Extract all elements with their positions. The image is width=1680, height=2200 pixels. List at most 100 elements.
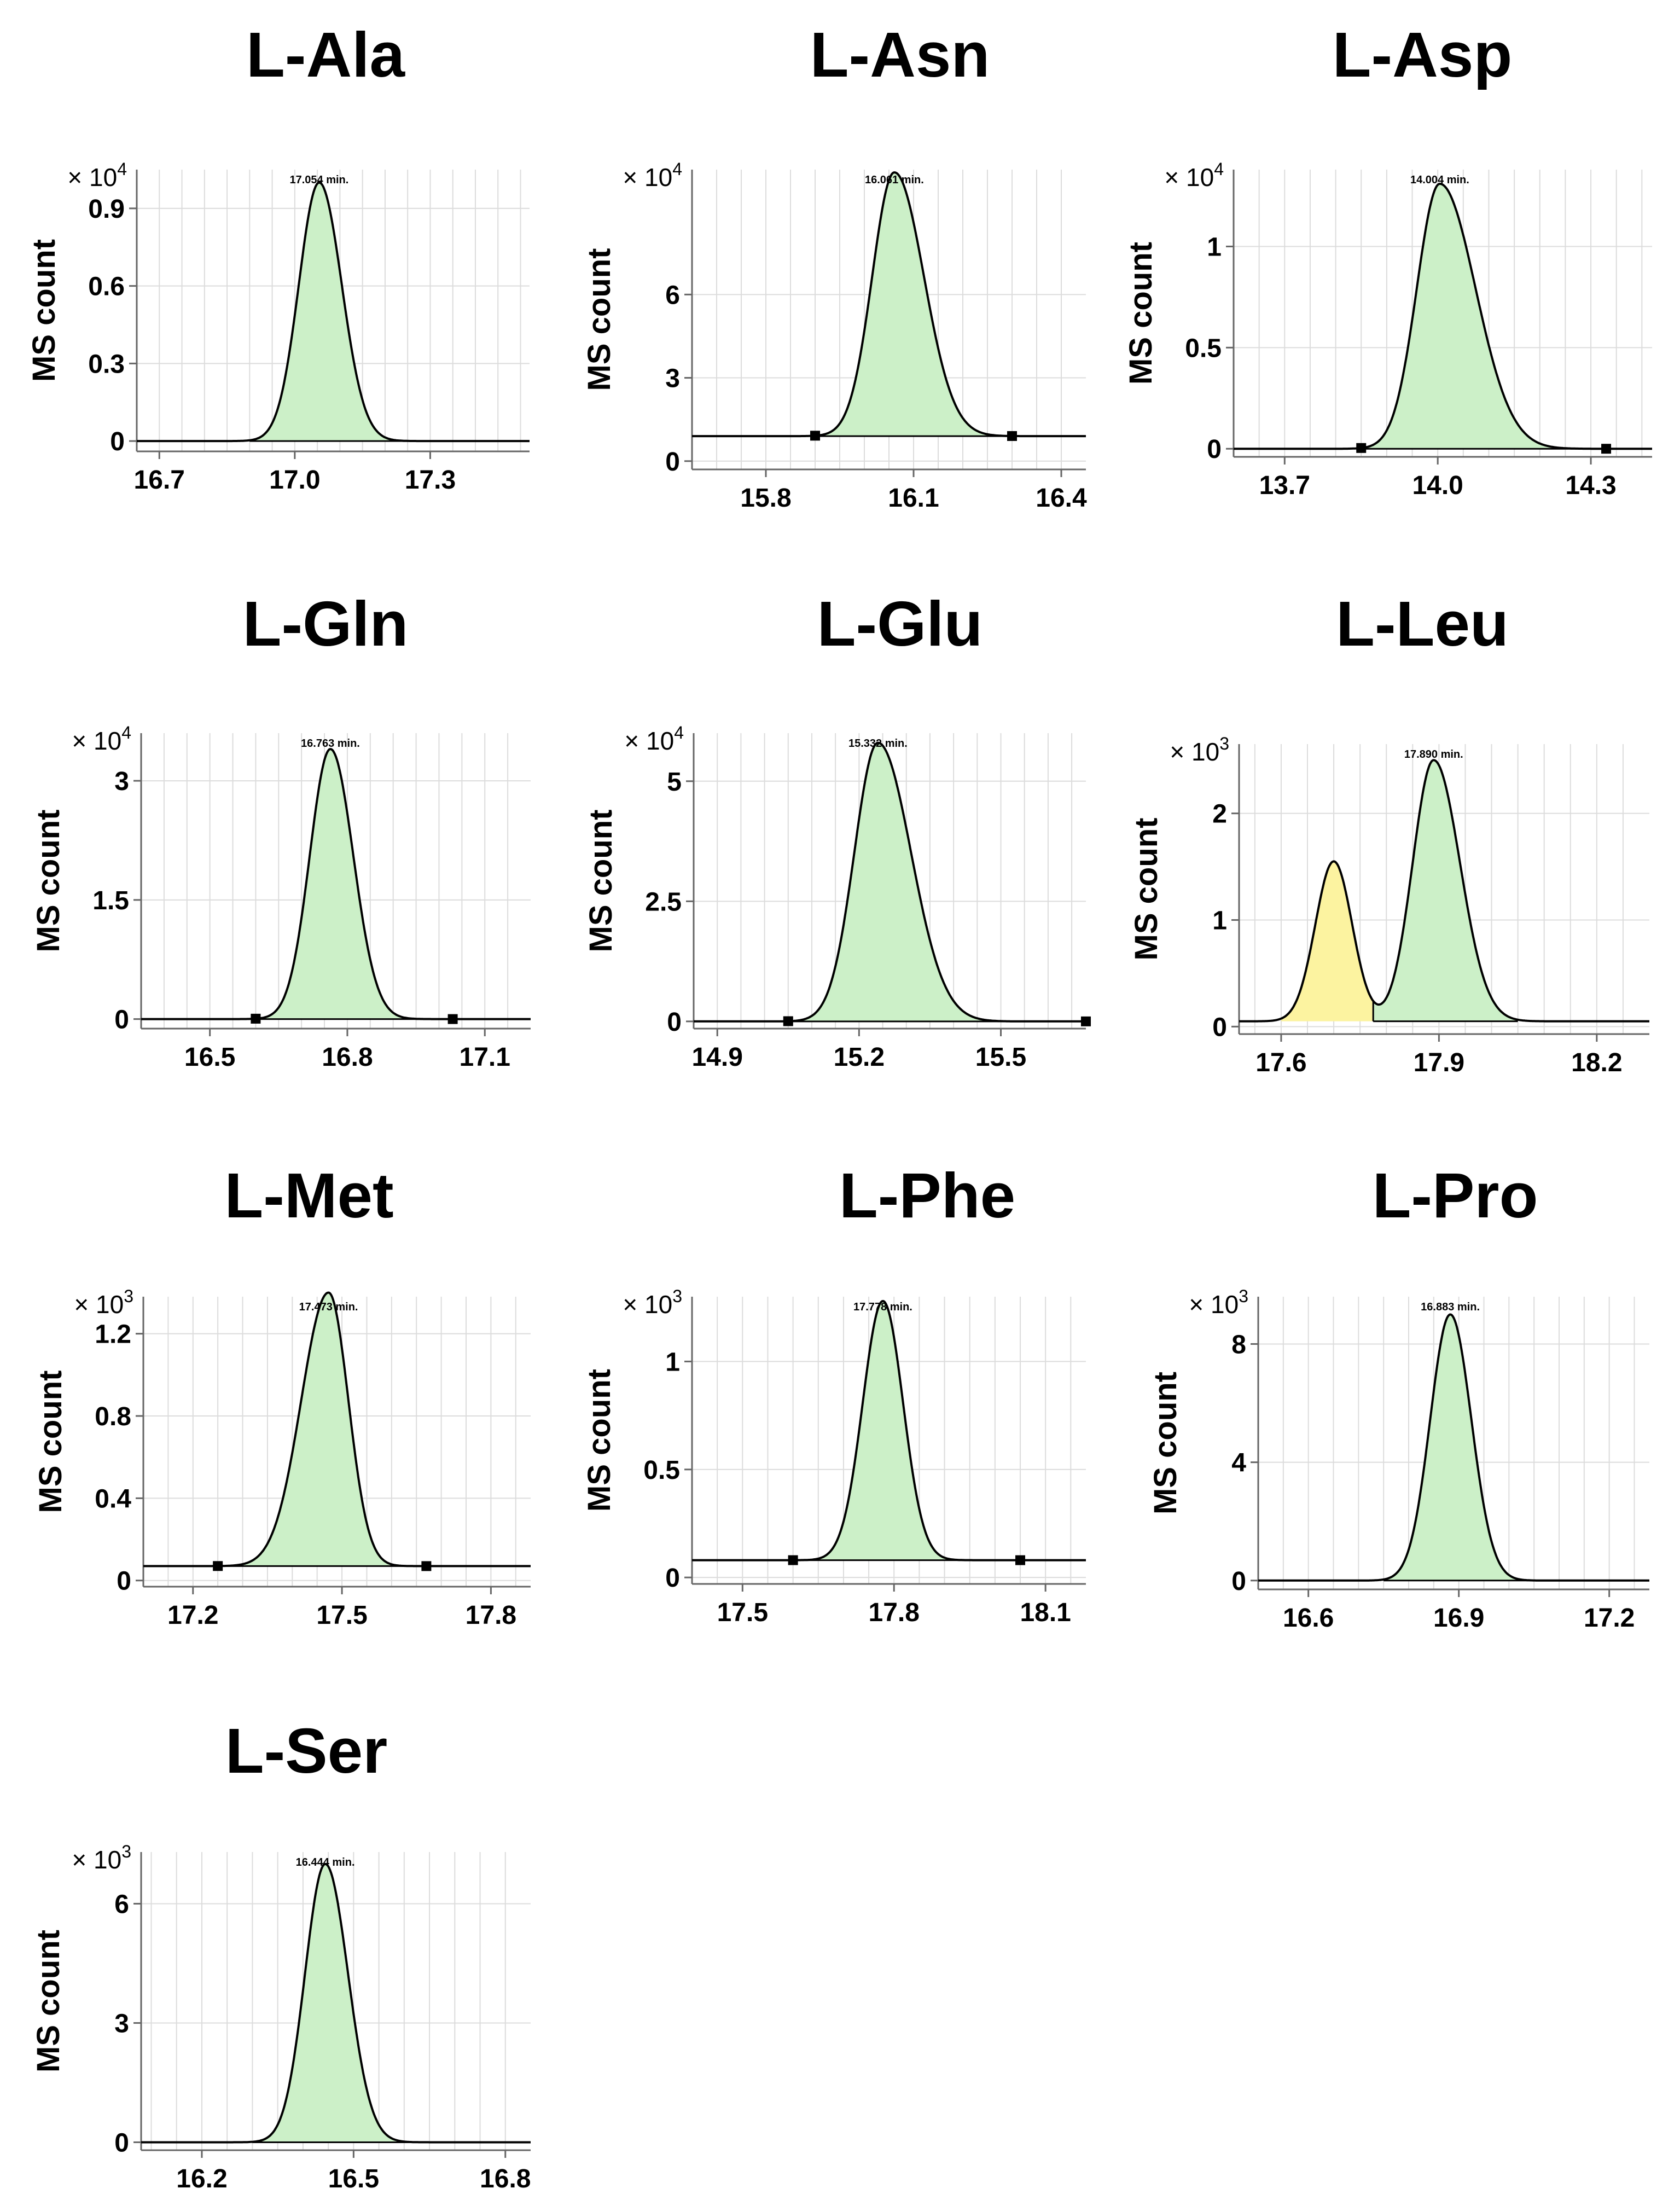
y-tick-label: 6 [114, 1890, 129, 1919]
x-tick-label: 17.1 [460, 1043, 510, 1072]
x-tick-label: 16.7 [134, 466, 185, 495]
y-tick-label: 1 [665, 1348, 680, 1377]
chart-panel-l-ser: L-Ser 16.2 16.5 16.8 0 3 6 × 103 MS count 16.444 … [31, 1715, 531, 2193]
y-tick-label: 0 [665, 448, 680, 477]
y-tick-label: 0.9 [88, 195, 125, 224]
x-tick-label: 17.8 [466, 1601, 516, 1630]
main-peak-area [1373, 760, 1518, 1021]
y-tick-label: 8 [1231, 1330, 1246, 1359]
integration-marker [810, 431, 820, 441]
x-tick-label: 16.5 [328, 2164, 379, 2193]
multiplier-label: × 104 [624, 723, 684, 755]
y-tick-label: 0 [117, 1567, 131, 1596]
multiplier-label: × 103 [1170, 734, 1229, 766]
multiplier-label: × 104 [623, 159, 682, 191]
x-tick-label: 16.8 [480, 2164, 531, 2193]
chromatogram-trace [141, 1862, 531, 2144]
x-tick-label: 16.6 [1283, 1604, 1334, 1633]
y-tick-label: 0 [1212, 1013, 1227, 1042]
apex-label: 16.763 min. [301, 738, 360, 750]
integration-marker [421, 1561, 432, 1571]
y-tick-label: 2 [1212, 800, 1227, 829]
apex-label: 17.778 min. [853, 1301, 912, 1313]
main-peak-area [788, 742, 1086, 1021]
y-tick-label: 1.5 [92, 886, 129, 915]
integration-marker [1015, 1555, 1025, 1565]
x-tick-label: 17.6 [1255, 1048, 1306, 1077]
y-axis-label: MS count [582, 1369, 617, 1512]
y-tick-label: 0 [667, 1008, 682, 1037]
y-tick-label: 1.2 [95, 1320, 131, 1349]
apex-label: 17.054 min. [289, 174, 348, 186]
y-tick-label: 1 [1212, 907, 1227, 936]
integration-marker [783, 1016, 793, 1026]
y-axis-label: MS count [583, 810, 619, 953]
y-axis-label: MS count [26, 239, 62, 382]
x-tick-label: 17.9 [1414, 1048, 1464, 1077]
y-axis-label: MS count [33, 1371, 68, 1513]
multiplier-label: × 103 [1189, 1286, 1248, 1319]
integration-marker [1007, 431, 1017, 441]
multiplier-label: × 103 [74, 1286, 133, 1319]
panel-title: L-Leu [1336, 588, 1509, 659]
y-axis-label: MS count [1148, 1372, 1183, 1514]
multiplier-label: × 103 [623, 1286, 682, 1319]
panel-title: L-Asn [810, 19, 990, 90]
chart-panel-l-leu: L-Leu 17.6 17.9 18.2 0 1 2 × 103 MS count 17.890 … [1129, 588, 1649, 1077]
x-tick-label: 17.5 [316, 1601, 367, 1630]
x-tick-label: 16.2 [176, 2164, 227, 2193]
y-tick-label: 0 [665, 1564, 680, 1593]
y-tick-label: 4 [1231, 1449, 1246, 1478]
integration-marker [251, 1013, 261, 1024]
y-axis-label: MS count [31, 1930, 66, 2073]
panel-title: L-Met [224, 1160, 393, 1231]
y-tick-label: 0.6 [88, 272, 125, 301]
x-tick-label: 16.4 [1036, 484, 1087, 513]
y-tick-label: 0.4 [95, 1484, 131, 1513]
panel-title: L-Ser [225, 1715, 388, 1786]
multiplier-label: × 103 [72, 1842, 131, 1874]
x-tick-label: 14.9 [691, 1043, 742, 1072]
chart-panel-l-asp: L-Asp 13.7 14.0 14.3 0 0.5 1 × 104 MS count 14.00… [1123, 19, 1652, 500]
x-tick-label: 16.8 [322, 1043, 373, 1072]
chromatogram-trace [141, 748, 531, 1020]
integration-marker [1601, 444, 1612, 454]
integration-marker [1081, 1016, 1091, 1026]
y-tick-label: 0.5 [643, 1456, 680, 1485]
y-tick-label: 3 [114, 2009, 129, 2038]
main-peak-area [218, 1292, 427, 1566]
apex-label: 16.444 min. [296, 1856, 355, 1868]
integration-marker [788, 1555, 798, 1565]
panel-title: L-Pro [1373, 1160, 1538, 1231]
x-tick-label: 15.8 [740, 484, 791, 513]
chart-panel-l-asn: L-Asn 15.8 16.1 16.4 0 3 6 × 104 MS count 16.061 … [582, 19, 1087, 513]
x-tick-label: 17.2 [167, 1601, 218, 1630]
apex-label: 15.332 min. [848, 738, 908, 750]
x-tick-label: 16.1 [888, 484, 939, 513]
y-tick-label: 0 [114, 2128, 129, 2157]
y-tick-label: 0.3 [88, 350, 125, 379]
y-tick-label: 0 [110, 427, 125, 456]
y-tick-label: 0 [114, 1006, 129, 1035]
main-peak-area [255, 749, 453, 1019]
x-tick-label: 14.0 [1412, 471, 1463, 500]
y-axis-label: MS count [1129, 818, 1164, 961]
panel-title: L-Asp [1333, 19, 1513, 90]
apex-label: 14.004 min. [1410, 174, 1469, 186]
chromatogram-trace [1239, 759, 1649, 1023]
multiplier-label: × 104 [1164, 159, 1224, 191]
apex-label: 16.883 min. [1421, 1301, 1480, 1313]
chromatogram-trace [694, 741, 1086, 1023]
shoulder-peak-area [1281, 861, 1374, 1021]
x-tick-label: 15.2 [834, 1043, 885, 1072]
y-tick-label: 0 [1207, 435, 1222, 464]
main-peak-area [815, 172, 1012, 437]
y-tick-label: 0 [1231, 1567, 1246, 1596]
chart-panel-l-ala: L-Ala 16.7 17.0 17.3 0 0.3 0.6 0.9 × 104 MS count… [26, 19, 530, 495]
y-tick-label: 1 [1207, 233, 1222, 262]
main-peak-area [1383, 1314, 1534, 1581]
x-tick-label: 16.9 [1433, 1604, 1484, 1633]
chart-panel-l-glu: L-Glu 14.9 15.2 15.5 0 2.5 5 × 104 MS count 15.33… [583, 588, 1091, 1072]
y-axis-label: MS count [31, 810, 66, 953]
